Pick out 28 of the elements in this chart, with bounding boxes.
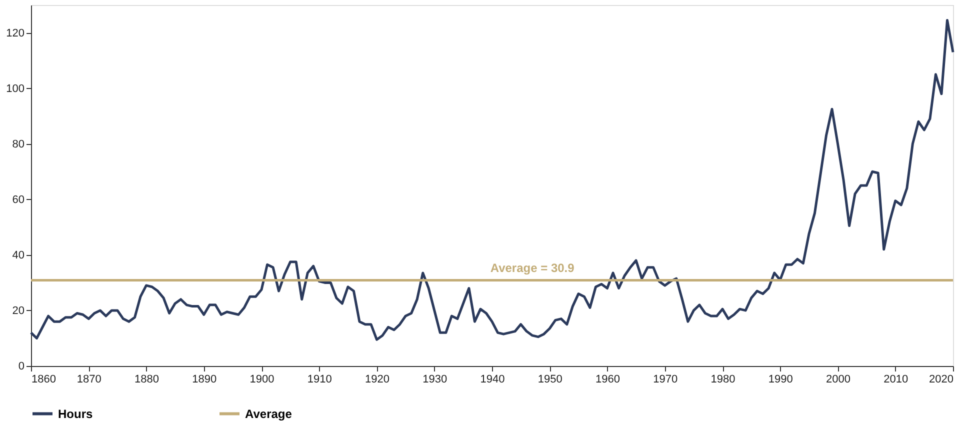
x-tick-label: 1990	[768, 374, 793, 386]
legend-label: Average	[245, 406, 292, 421]
y-tick-label: 120	[6, 27, 24, 40]
x-tick-label: 1890	[192, 374, 217, 386]
x-tick-label: 2000	[826, 374, 850, 386]
x-tick-label: 1930	[422, 374, 448, 386]
x-tick-label: 1940	[480, 374, 505, 386]
legend-label: Hours	[58, 406, 93, 421]
x-tick-label: 1920	[365, 374, 390, 386]
x-tick-label: 1980	[710, 374, 736, 386]
x-tick-label: 1910	[307, 374, 332, 386]
x-tick-label: 1950	[538, 374, 562, 386]
y-tick-label: 20	[12, 304, 24, 317]
y-tick-label: 80	[12, 138, 24, 150]
line-series	[30, 19, 954, 341]
y-tick-label: 100	[6, 82, 24, 95]
annotation: Average = 30.9	[490, 261, 575, 276]
x-tick-label: 1970	[653, 374, 678, 386]
x-tick-label: 2020	[929, 374, 954, 386]
x-tick-label: 1900	[250, 374, 274, 386]
x-tick-label: 2010	[884, 374, 908, 386]
y-tick-label: 0	[18, 360, 24, 372]
x-tick-label: 1880	[134, 374, 159, 386]
x-tick-label: 1960	[596, 374, 620, 386]
y-tick-label: 40	[12, 249, 24, 262]
x-tick-label: 1860	[32, 374, 56, 386]
x-tick-label: 1870	[76, 374, 102, 386]
y-tick-label: 60	[12, 194, 24, 206]
